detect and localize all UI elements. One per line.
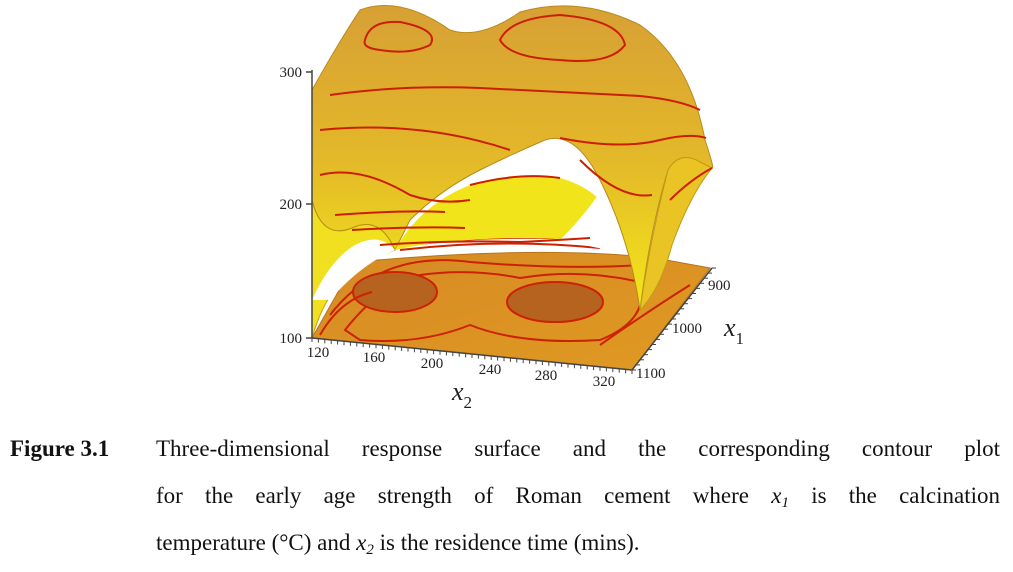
caption-text: Three-dimensional response surface and t… bbox=[156, 425, 1000, 566]
surface-contours bbox=[319, 13, 713, 246]
caption-variable: x1 bbox=[771, 483, 789, 511]
caption-line: for the early age strength of Roman ceme… bbox=[156, 483, 1000, 511]
x1-tick-1000: 1000 bbox=[672, 321, 702, 337]
z-tick-300: 300 bbox=[280, 65, 303, 81]
x2-axis: 120 160 200 240 280 320 x2 bbox=[307, 337, 633, 410]
surface-bright-region bbox=[395, 175, 600, 250]
z-tick-200: 200 bbox=[280, 197, 303, 213]
caption-line: temperature (°C) and x2 is the residence… bbox=[156, 530, 640, 558]
x2-tick-320: 320 bbox=[593, 374, 616, 390]
figure-caption: Figure 3.1 Three-dimensional response su… bbox=[10, 425, 1000, 566]
x2-axis-label: x2 bbox=[451, 377, 472, 410]
z-axis: 300 200 100 bbox=[280, 65, 313, 347]
figure-label: Figure 3.1 bbox=[10, 436, 110, 461]
x2-tick-200: 200 bbox=[421, 356, 444, 372]
surface-gap-left bbox=[312, 239, 395, 300]
z-tick-100: 100 bbox=[280, 331, 303, 347]
caption-line: Three-dimensional response surface and t… bbox=[156, 436, 1000, 461]
x1-tick-900: 900 bbox=[708, 278, 731, 294]
x1-axis-label: x1 bbox=[723, 313, 744, 348]
surface-main bbox=[311, 5, 714, 311]
x2-tick-160: 160 bbox=[363, 350, 386, 366]
response-surface-figure: 300 200 100 120 160 200 240 280 320 x2 9… bbox=[280, 5, 744, 410]
x1-axis: 900 1000 1100 x1 bbox=[631, 267, 744, 382]
x1-tick-1100: 1100 bbox=[636, 366, 665, 382]
caption-variable: x2 bbox=[356, 530, 374, 558]
x2-tick-280: 280 bbox=[535, 368, 558, 384]
x2-tick-120: 120 bbox=[307, 345, 330, 361]
surface-right-leg bbox=[639, 157, 713, 312]
surface-gap bbox=[560, 192, 608, 250]
x2-tick-240: 240 bbox=[479, 362, 502, 378]
